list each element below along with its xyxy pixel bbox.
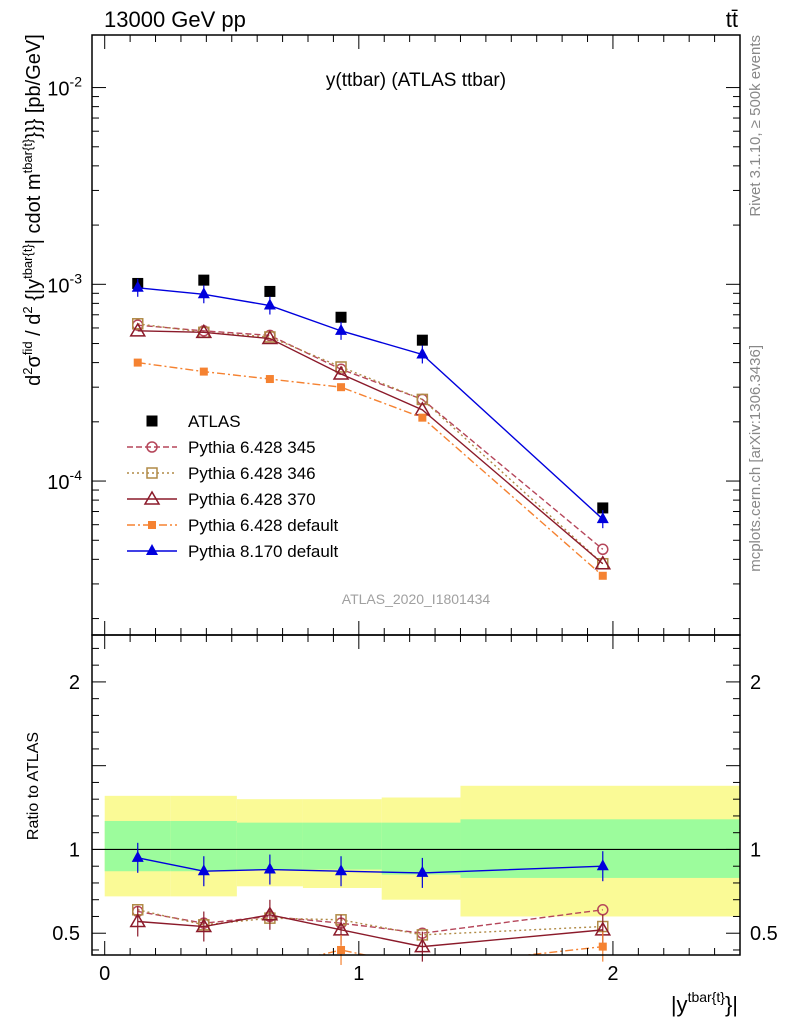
ratio-series-line-0 — [137, 909, 603, 934]
ratio-series-line-4 — [137, 857, 603, 874]
legend-marker-1 — [146, 441, 158, 453]
ratio-point-2-0 — [129, 913, 147, 928]
ratio-point-4-4 — [416, 865, 429, 877]
main-point-5-5 — [596, 512, 609, 524]
legend-label-4: Pythia 6.428 default — [188, 516, 339, 535]
ratio-y-ticklabel-left-0: 0.5 — [52, 923, 80, 945]
main-point-3-2 — [261, 330, 279, 345]
ratio-point-4-3 — [335, 864, 348, 876]
ratio-plot-frame — [91, 634, 741, 956]
main-series-line-2 — [137, 323, 604, 565]
main-point-2-3 — [335, 361, 347, 373]
x-ticklabel-1: 1 — [353, 963, 364, 985]
legend-marker-3 — [143, 490, 161, 505]
x-axis-label: |ytbar{t}}| — [671, 989, 738, 1017]
ratio-point-3-5 — [598, 942, 607, 951]
ratio-point-2-4 — [414, 938, 431, 953]
ratio-series-line-2 — [137, 914, 603, 948]
ratio-y-ticklabel-left-2: 2 — [69, 672, 80, 694]
axis-ticks — [92, 35, 740, 955]
main-point-0-5 — [597, 502, 609, 514]
main-point-5-1 — [197, 287, 210, 299]
main-y-ticklabel-0: 10-2 — [47, 74, 82, 101]
main-series-line-3 — [137, 330, 604, 565]
main-y-ticklabel-2: 10-4 — [47, 467, 82, 494]
main-point-4-0 — [133, 358, 142, 367]
main-point-4-3 — [337, 383, 346, 392]
main-point-0-3 — [335, 311, 347, 323]
main-point-1-5 — [597, 543, 609, 556]
main-point-5-3 — [335, 323, 348, 335]
data-marks — [129, 274, 612, 965]
main-point-4-2 — [265, 375, 274, 384]
legend-marker-0 — [146, 415, 158, 427]
ratio-inner-band-bin-4 — [381, 822, 461, 875]
ratio-point-4-2 — [263, 862, 276, 874]
legend: ATLAS Pythia 6.428 345 Pythia 6.428 346 Pyt… — [127, 412, 339, 561]
main-point-3-1 — [195, 323, 213, 339]
main-point-0-1 — [198, 274, 210, 286]
process-label: tt̄ — [726, 7, 738, 32]
analysis-watermark: ATLAS_2020_I1801434 — [342, 591, 491, 607]
ratio-point-4-5 — [596, 859, 609, 871]
ratio-bands — [92, 785, 740, 917]
ratio-y-ticklabel-right-0: 0.5 — [750, 923, 778, 945]
legend-marker-4 — [148, 521, 156, 529]
ratio-y-ticklabel-left-1: 1 — [69, 839, 80, 861]
legend-label-0: ATLAS — [188, 412, 241, 431]
main-point-3-0 — [129, 322, 147, 337]
legend-marker-2 — [146, 467, 158, 479]
x-ticklabel-2: 2 — [607, 963, 618, 985]
mcplots-label: mcplots.cern.ch [arXiv:1306.3436] — [747, 345, 764, 572]
ratio-point-0-5 — [597, 904, 609, 916]
ratio-point-3-3 — [337, 945, 346, 954]
main-series-line-5 — [137, 287, 604, 520]
main-point-4-5 — [598, 571, 607, 580]
main-y-axis-label: d2σfid / d2 {|ytbar{t}| cdot mtbar{t}}}}… — [20, 34, 45, 386]
main-y-ticklabel-1: 10-3 — [47, 270, 82, 297]
main-point-0-2 — [264, 285, 276, 297]
legend-label-2: Pythia 6.428 346 — [188, 464, 316, 483]
main-point-5-2 — [263, 298, 276, 310]
main-point-3-3 — [332, 365, 350, 380]
ratio-series-line-3 — [316, 945, 603, 955]
main-series-line-4 — [137, 361, 604, 577]
ratio-point-2-2 — [261, 906, 279, 921]
main-point-4-4 — [418, 413, 427, 422]
main-point-5-0 — [131, 280, 144, 292]
legend-label-5: Pythia 8.170 default — [188, 542, 339, 561]
ratio-point-2-1 — [195, 918, 213, 933]
legend-marker-5 — [146, 544, 158, 555]
ratio-y-axis-label: Ratio to ATLAS — [25, 732, 42, 840]
ratio-point-4-1 — [197, 864, 210, 876]
ratio-y-ticklabel-right-2: 2 — [750, 672, 761, 694]
rivet-label: Rivet 3.1.10, ≥ 500k events — [747, 35, 764, 217]
x-ticklabel-0: 0 — [99, 963, 110, 985]
energy-label: 13000 GeV pp — [104, 7, 246, 32]
main-point-0-4 — [416, 334, 428, 346]
legend-label-3: Pythia 6.428 370 — [188, 490, 316, 509]
main-point-2-4 — [416, 393, 429, 406]
main-point-4-1 — [199, 367, 208, 376]
main-point-3-5 — [594, 555, 612, 570]
main-point-5-4 — [416, 347, 429, 359]
ratio-series-line-1 — [137, 909, 603, 936]
ratio-y-ticklabel-right-1: 1 — [750, 839, 761, 861]
main-point-2-0 — [131, 318, 144, 330]
plot-title: y(ttbar) (ATLAS ttbar) — [326, 70, 506, 91]
legend-label-1: Pythia 6.428 345 — [188, 438, 316, 457]
ratio-point-4-0 — [131, 850, 144, 862]
ratio-inner-band-bin-3 — [302, 822, 382, 870]
ratio-point-2-3 — [332, 921, 350, 936]
